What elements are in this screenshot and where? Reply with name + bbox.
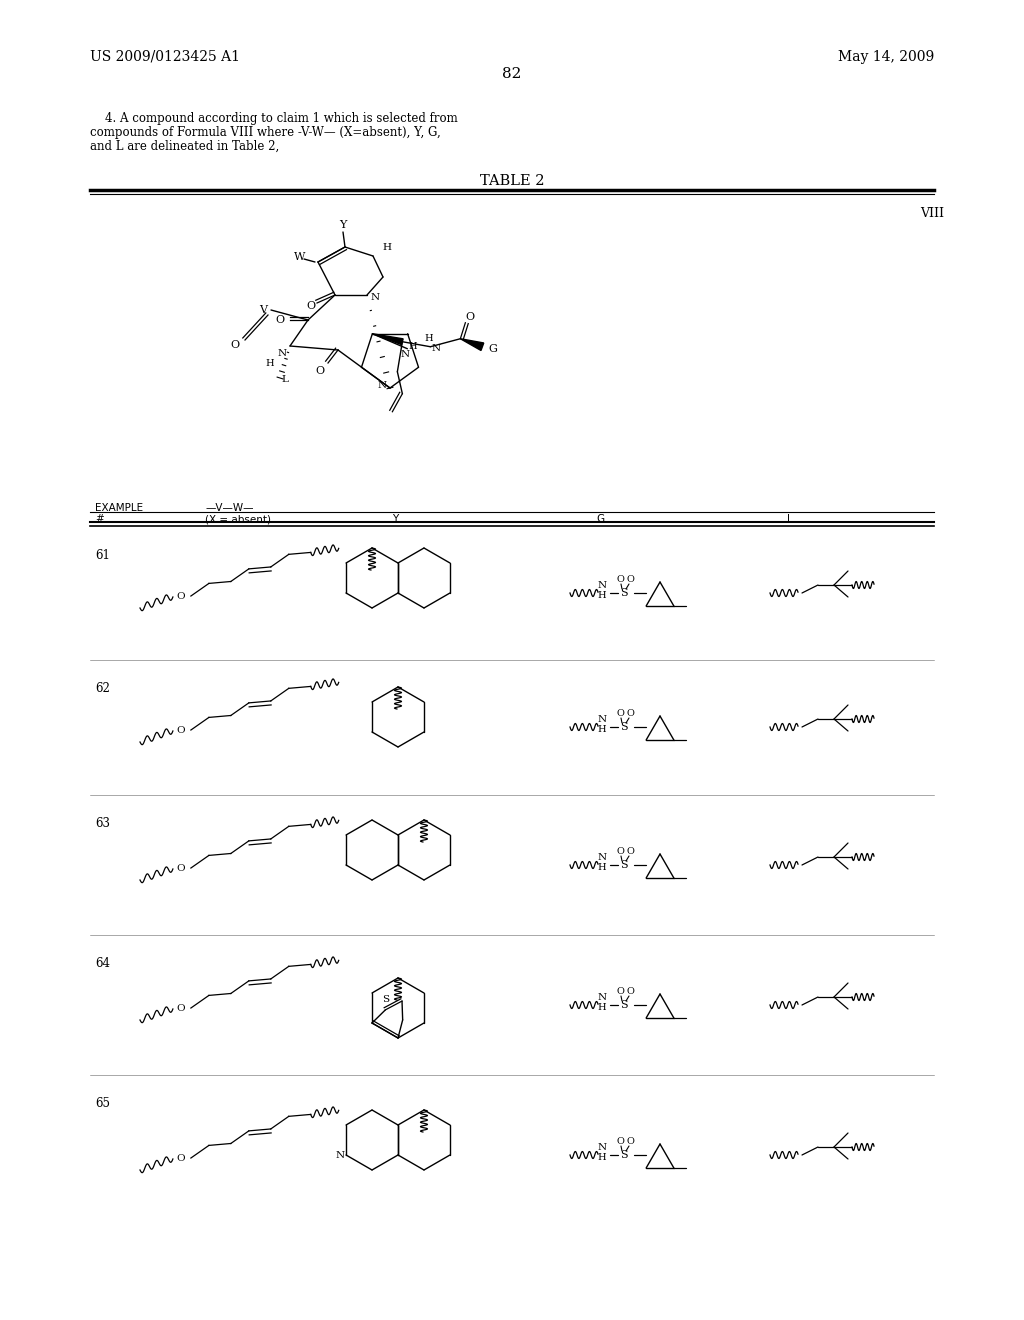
Text: H: H <box>598 1002 606 1011</box>
Text: O: O <box>616 709 624 718</box>
Text: O: O <box>466 312 475 322</box>
Text: VIII: VIII <box>920 207 944 220</box>
Text: O: O <box>626 1137 634 1146</box>
Text: H: H <box>383 243 391 252</box>
Text: May 14, 2009: May 14, 2009 <box>838 50 934 63</box>
Text: S: S <box>621 861 628 870</box>
Text: H: H <box>598 725 606 734</box>
Text: —V—W—: —V—W— <box>205 503 254 513</box>
Text: H: H <box>265 359 274 368</box>
Text: O: O <box>275 315 285 325</box>
Text: S: S <box>621 1150 628 1160</box>
Text: N: N <box>597 994 606 1002</box>
Polygon shape <box>373 334 403 345</box>
Text: G: G <box>487 343 497 354</box>
Text: S: S <box>621 587 628 598</box>
Text: 4. A compound according to claim 1 which is selected from: 4. A compound according to claim 1 which… <box>90 112 458 125</box>
Text: O: O <box>626 574 634 583</box>
Text: 63: 63 <box>95 817 110 830</box>
Text: N: N <box>597 582 606 590</box>
Text: H: H <box>424 334 433 343</box>
Text: S: S <box>382 994 389 1003</box>
Text: H: H <box>598 862 606 871</box>
Text: O: O <box>626 709 634 718</box>
Text: N: N <box>597 854 606 862</box>
Text: L: L <box>787 513 793 524</box>
Text: #: # <box>95 513 103 524</box>
Text: L: L <box>282 375 289 384</box>
Text: H: H <box>598 1152 606 1162</box>
Text: N: N <box>597 715 606 725</box>
Text: O: O <box>176 1154 185 1163</box>
Text: G: G <box>596 513 604 524</box>
Text: O: O <box>616 1137 624 1146</box>
Text: O: O <box>616 986 624 995</box>
Text: compounds of Formula VIII where -V-W— (X=absent), Y, G,: compounds of Formula VIII where -V-W— (X… <box>90 125 440 139</box>
Text: (X = absent): (X = absent) <box>205 513 271 524</box>
Text: O: O <box>616 574 624 583</box>
Text: 64: 64 <box>95 957 110 970</box>
Text: Y: Y <box>392 513 398 524</box>
Text: N: N <box>336 1151 345 1159</box>
Text: 62: 62 <box>95 682 110 696</box>
Text: 65: 65 <box>95 1097 110 1110</box>
Text: N: N <box>400 350 410 359</box>
Text: O: O <box>626 986 634 995</box>
Text: O: O <box>626 846 634 855</box>
Text: O: O <box>176 863 185 873</box>
Text: O: O <box>616 846 624 855</box>
Text: TABLE 2: TABLE 2 <box>480 174 544 187</box>
Text: S: S <box>621 722 628 733</box>
Text: EXAMPLE: EXAMPLE <box>95 503 143 513</box>
Text: N: N <box>278 350 287 359</box>
Text: W: W <box>294 252 306 261</box>
Text: O: O <box>176 1003 185 1012</box>
Text: O: O <box>176 591 185 601</box>
Text: H: H <box>598 590 606 599</box>
Text: O: O <box>306 301 315 312</box>
Text: N: N <box>378 381 387 391</box>
Text: H: H <box>408 342 417 351</box>
Text: N: N <box>432 345 441 354</box>
Text: 82: 82 <box>503 67 521 81</box>
Polygon shape <box>461 339 483 351</box>
Text: 61: 61 <box>95 549 110 562</box>
Text: and L are delineated in Table 2,: and L are delineated in Table 2, <box>90 140 280 153</box>
Text: Y: Y <box>339 220 347 230</box>
Text: O: O <box>315 366 325 376</box>
Text: O: O <box>176 726 185 734</box>
Text: US 2009/0123425 A1: US 2009/0123425 A1 <box>90 50 240 63</box>
Text: S: S <box>621 1001 628 1010</box>
Text: O: O <box>230 341 240 350</box>
Text: V: V <box>259 305 267 315</box>
Text: N: N <box>597 1143 606 1152</box>
Text: N: N <box>371 293 380 302</box>
